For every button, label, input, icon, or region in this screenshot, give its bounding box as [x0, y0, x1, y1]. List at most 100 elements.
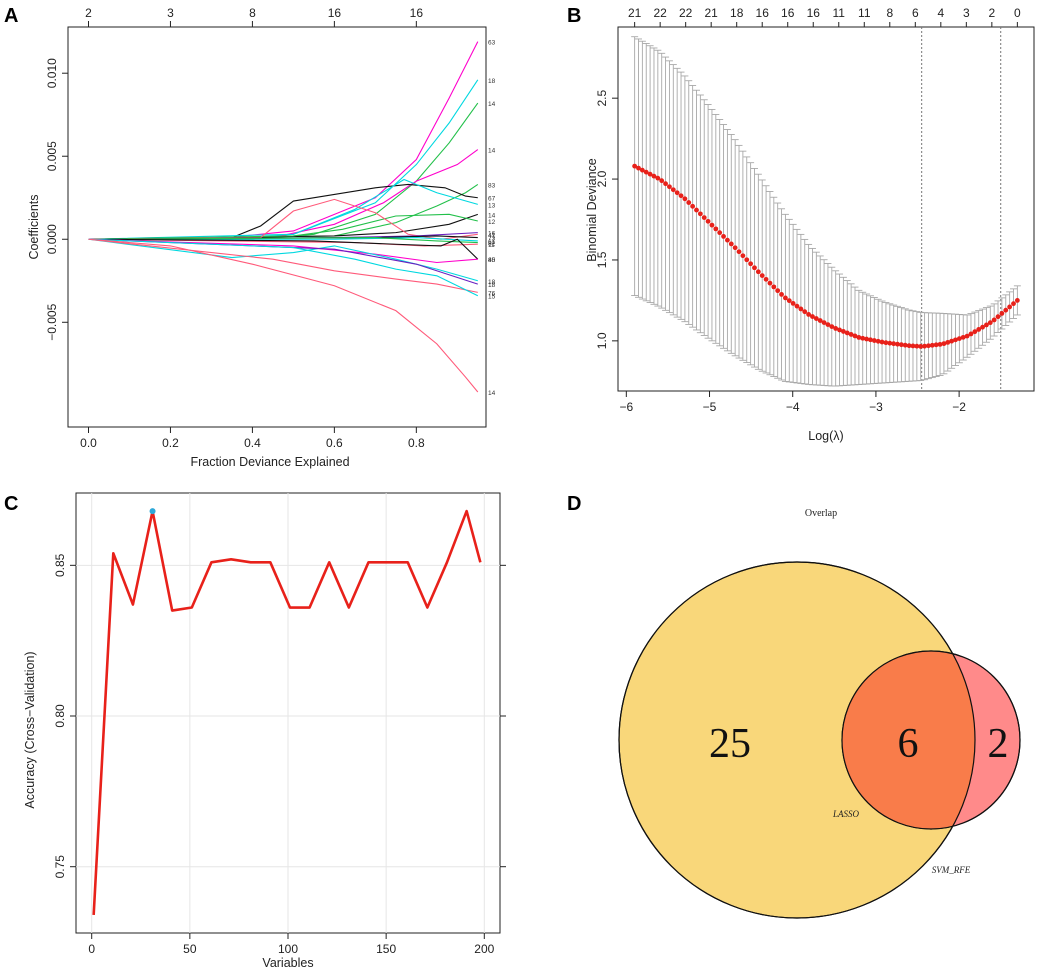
a-toptick-label-2: 8: [249, 6, 256, 20]
c-xtick-label-2: 100: [278, 942, 298, 956]
b-deviance-point-35: [767, 280, 773, 286]
b-deviance-point-5: [651, 173, 657, 179]
c-xtick-label-3: 150: [376, 942, 396, 956]
a-xtick-label-3: 0.6: [326, 436, 343, 450]
b-deviance-point-59: [860, 335, 866, 341]
b-toptick-label-7: 16: [807, 6, 821, 20]
coef-path-12: [88, 237, 478, 242]
b-xtick-label-2: −4: [786, 400, 800, 414]
coef-label-18: 18: [488, 282, 496, 289]
b-deviance-point-47: [813, 316, 819, 321]
coef-path-0: [88, 41, 479, 240]
b-deviance-point-33: [759, 273, 765, 278]
b-deviance-point-0: [632, 163, 638, 169]
venn-count-overlap: 6: [898, 721, 919, 767]
coef-path-6: [88, 178, 478, 240]
b-deviance-point-99: [1014, 298, 1020, 303]
b-deviance-point-32: [755, 269, 761, 275]
b-deviance-point-24: [725, 237, 730, 243]
b-deviance-point-79: [937, 341, 943, 347]
coef-path-20: [88, 238, 479, 297]
coef-label-7: 14: [488, 212, 496, 219]
b-deviance-point-83: [953, 337, 958, 343]
coef-label-2: 14: [488, 101, 496, 108]
b-deviance-point-53: [837, 327, 842, 333]
a-xtick-label-2: 0.4: [244, 436, 261, 450]
a-toptick-label-4: 16: [410, 6, 424, 20]
coef-label-17: 18: [488, 279, 496, 286]
b-deviance-point-50: [825, 322, 831, 327]
b-deviance-point-84: [956, 336, 962, 342]
b-deviance-point-87: [968, 331, 974, 337]
b-deviance-point-60: [864, 336, 869, 342]
coef-label-11: 73: [488, 236, 496, 243]
b-deviance-point-93: [991, 317, 997, 323]
b-deviance-point-52: [833, 326, 839, 331]
a-ytick-label-1: 0.000: [45, 224, 59, 254]
coef-label-19: 76: [488, 290, 496, 297]
b-toptick-label-3: 21: [705, 6, 719, 20]
coef-path-8: [88, 213, 478, 240]
b-deviance-point-89: [976, 327, 982, 332]
b-deviance-point-63: [875, 338, 881, 344]
b-deviance-point-22: [717, 230, 723, 236]
b-toptick-label-12: 4: [937, 6, 944, 20]
b-toptick-label-13: 3: [963, 6, 970, 20]
b-deviance-point-54: [840, 329, 846, 334]
b-ytick-label-2: 2.0: [595, 170, 609, 187]
b-deviance-point-85: [960, 334, 966, 340]
b-toptick-label-6: 16: [781, 6, 795, 20]
b-deviance-point-66: [887, 340, 893, 346]
b-deviance-point-67: [891, 341, 897, 347]
b-deviance-point-25: [728, 241, 734, 247]
b-deviance-point-38: [779, 291, 784, 297]
b-xtick-label-0: −6: [619, 400, 633, 414]
b-deviance-point-18: [701, 215, 707, 221]
b-deviance-point-29: [744, 257, 750, 263]
b-deviance-point-11: [674, 190, 680, 196]
b-deviance-point-56: [848, 332, 854, 337]
a-toptick-label-3: 16: [328, 6, 342, 20]
venn-count-lasso-only: 25: [709, 721, 751, 767]
b-deviance-point-1: [636, 165, 641, 171]
b-deviance-point-64: [879, 339, 885, 345]
coef-label-8: 12: [488, 219, 496, 226]
b-deviance-point-45: [806, 312, 812, 317]
b-ytick-label-1: 1.5: [595, 251, 609, 268]
venn-overlap-region: [842, 651, 975, 829]
venn-svm-outline: [841, 650, 1021, 830]
b-deviance-point-61: [868, 337, 873, 343]
panel-letter-b: B: [567, 5, 581, 27]
panel-b-ylabel: Binomial Deviance: [585, 158, 599, 262]
panel-a-xlabel: Fraction Deviance Explained: [190, 455, 349, 469]
b-deviance-point-78: [933, 342, 939, 348]
venn-lasso-outline: [618, 561, 976, 919]
b-deviance-point-6: [655, 175, 661, 181]
coef-path-13: [88, 237, 478, 244]
panel-a-frame: [67, 26, 487, 428]
venn-label-svm-rfe: SVM_RFE: [932, 865, 971, 875]
panel-c-ylabel: Accuracy (Cross−Validation): [23, 651, 37, 808]
c-ytick-label-1: 0.80: [53, 704, 67, 728]
b-deviance-point-51: [829, 324, 835, 329]
b-toptick-label-11: 6: [912, 6, 919, 20]
coef-path-9: [88, 198, 478, 240]
b-deviance-point-10: [670, 187, 676, 193]
b-deviance-point-55: [844, 330, 850, 336]
b-deviance-point-26: [732, 245, 738, 251]
b-xtick-label-4: −2: [952, 400, 966, 414]
b-deviance-point-19: [705, 218, 711, 224]
coef-label-6: 13: [488, 202, 496, 209]
b-deviance-point-97: [1007, 304, 1013, 310]
c-ytick-label-2: 0.85: [53, 553, 67, 577]
b-deviance-point-41: [790, 301, 796, 306]
b-toptick-label-15: 0: [1014, 6, 1021, 20]
b-deviance-point-3: [643, 169, 649, 175]
coef-path-19: [88, 238, 478, 293]
b-xtick-label-1: −5: [703, 400, 717, 414]
a-toptick-label-0: 2: [85, 6, 92, 20]
b-toptick-label-10: 8: [886, 6, 893, 20]
b-deviance-point-36: [771, 284, 777, 290]
coef-label-13: 82: [488, 241, 496, 248]
b-deviance-point-71: [906, 343, 912, 349]
